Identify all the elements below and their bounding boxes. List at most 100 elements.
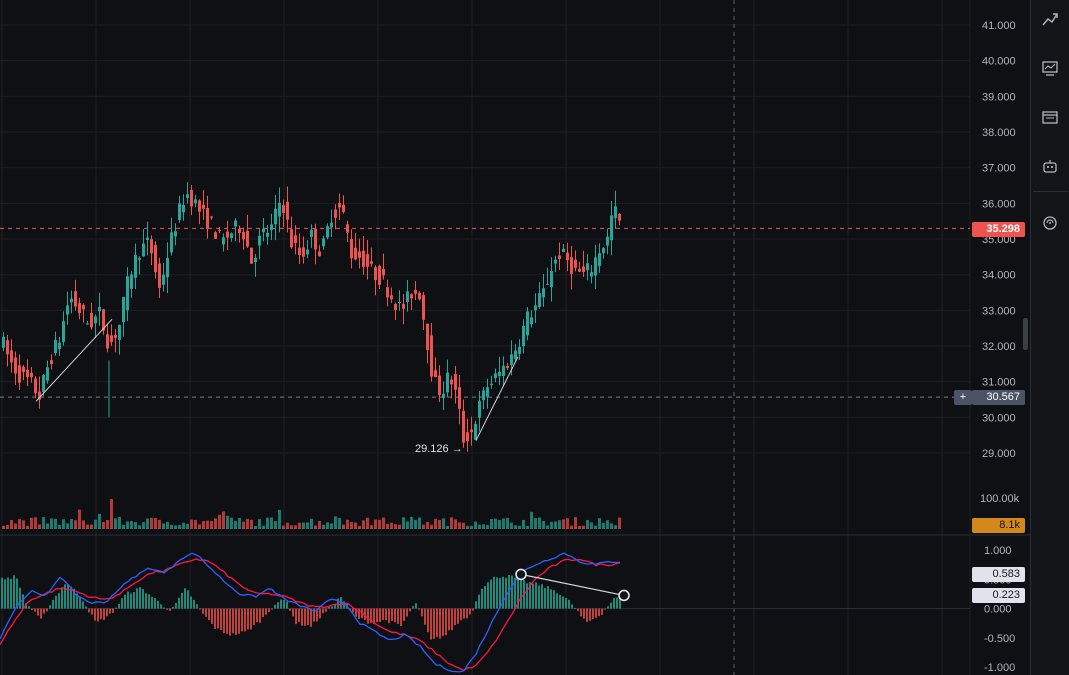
- candle: [162, 274, 165, 285]
- candle: [126, 276, 129, 311]
- macd-histogram-bar: [436, 608, 438, 638]
- macd-histogram-bar: [412, 606, 414, 609]
- macd-histogram-bar: [190, 596, 192, 609]
- volume-bar: [346, 519, 349, 529]
- candle: [62, 321, 65, 342]
- volume-bar: [538, 517, 541, 529]
- macd-histogram-bar: [16, 578, 18, 609]
- candle: [582, 266, 585, 272]
- macd-histogram-bar: [142, 589, 144, 609]
- volume-bar: [546, 525, 549, 529]
- volume-bar: [298, 522, 301, 529]
- macd-histogram-bar: [124, 594, 126, 609]
- macd-histogram-bar: [373, 608, 375, 625]
- candle: [386, 287, 389, 298]
- candle: [218, 230, 221, 232]
- candle: [318, 251, 321, 257]
- macd-histogram-bar: [238, 608, 240, 634]
- macd-histogram-bar: [7, 577, 9, 609]
- macd-histogram-bar: [139, 587, 141, 609]
- candle: [470, 429, 473, 433]
- volume-bar: [198, 524, 201, 529]
- macd-histogram-bar: [94, 608, 96, 621]
- macd-histogram-bar: [565, 597, 567, 609]
- macd-histogram-bar: [112, 608, 114, 613]
- calendar-icon[interactable]: [1037, 104, 1063, 130]
- macd-histogram-bar: [22, 594, 24, 609]
- volume-bar: [454, 519, 457, 529]
- volume-bar: [582, 525, 585, 529]
- candle: [166, 258, 169, 278]
- candle: [70, 298, 73, 303]
- price-axis-label: 32.000: [982, 341, 1016, 353]
- volume-bar: [410, 516, 413, 529]
- volume-bar: [162, 523, 165, 529]
- volume-bar: [602, 522, 605, 529]
- macd-histogram-bar: [262, 608, 264, 618]
- volume-last-tag: 8.1k: [972, 518, 1025, 533]
- volume-bar: [302, 522, 305, 529]
- macd-histogram-bar: [115, 607, 117, 609]
- candle: [546, 283, 549, 285]
- trend-icon[interactable]: [1037, 6, 1063, 32]
- volume-bar: [554, 521, 557, 529]
- signal-icon[interactable]: [1037, 210, 1063, 236]
- macd-histogram-bar: [379, 608, 381, 622]
- crosshair-plus-icon[interactable]: +: [954, 390, 972, 405]
- macd-histogram-bar: [328, 606, 330, 609]
- candle: [102, 309, 105, 331]
- candle: [54, 339, 57, 354]
- candle: [194, 199, 197, 204]
- volume-bar: [190, 519, 193, 529]
- volume-bar: [434, 518, 437, 529]
- macd-histogram-bar: [121, 598, 123, 609]
- candle: [154, 245, 157, 273]
- bot-icon[interactable]: [1037, 153, 1063, 179]
- macd-histogram-bar: [385, 608, 387, 621]
- macd-histogram-bar: [19, 587, 21, 609]
- macd-histogram-bar: [4, 579, 6, 609]
- volume-bar: [182, 522, 185, 529]
- macd-histogram-bar: [484, 586, 486, 609]
- candle: [522, 325, 525, 347]
- macd-histogram-bar: [556, 593, 558, 609]
- candle: [230, 233, 233, 239]
- macd-histogram-bar: [292, 608, 294, 617]
- volume-bar: [438, 519, 441, 529]
- volume-bar: [214, 518, 217, 529]
- monitor-chart-icon[interactable]: [1037, 55, 1063, 81]
- scale-resize-handle[interactable]: [1023, 318, 1028, 350]
- macd-histogram-bar: [610, 602, 612, 609]
- candle: [22, 367, 25, 372]
- macd-histogram-bar: [406, 608, 408, 617]
- volume-bar: [374, 519, 377, 529]
- macd-histogram-bar: [136, 588, 138, 609]
- macd-histogram-bar: [61, 587, 63, 609]
- macd-histogram-bar: [1, 577, 3, 609]
- last-price-tag: 35.298: [972, 222, 1025, 237]
- candle: [182, 204, 185, 213]
- candle: [178, 203, 181, 220]
- volume-bar: [394, 524, 397, 529]
- volume-bar: [446, 525, 449, 529]
- macd-histogram-bar: [469, 608, 471, 615]
- price-axis-label: 35.000: [982, 234, 1016, 246]
- macd-histogram-bar: [544, 587, 546, 609]
- price-axis-label: 30.000: [982, 412, 1016, 424]
- candle: [10, 350, 13, 363]
- candle: [426, 323, 429, 350]
- candle: [94, 316, 97, 324]
- candle: [570, 257, 573, 274]
- candle: [254, 257, 257, 262]
- macd-histogram-bar: [196, 604, 198, 609]
- macd-histogram-bar: [247, 608, 249, 630]
- macd-histogram-bar: [211, 608, 213, 624]
- volume-bar: [510, 522, 513, 529]
- volume-bar: [262, 525, 265, 529]
- macd-histogram-bar: [358, 608, 360, 620]
- volume-bar: [2, 525, 5, 529]
- volume-bar: [58, 524, 61, 529]
- candle: [298, 247, 301, 256]
- volume-bar: [130, 521, 133, 529]
